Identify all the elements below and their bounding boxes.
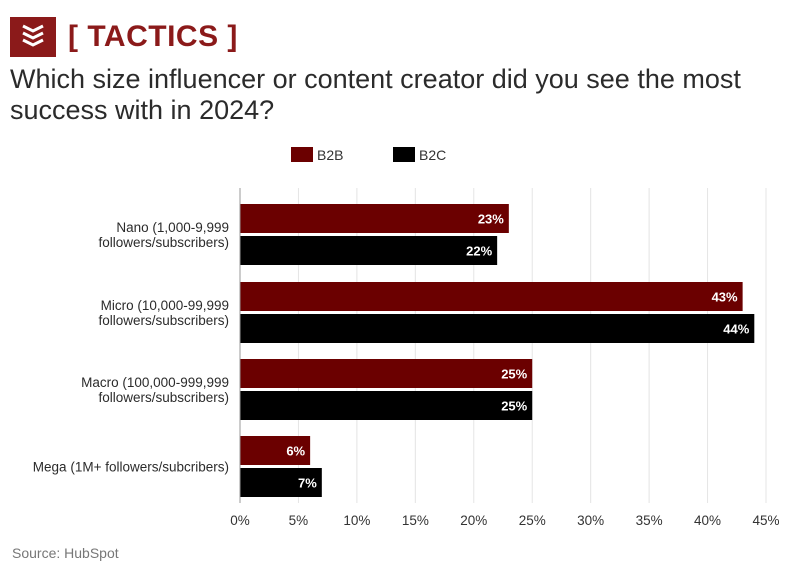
category-label: Nano (1,000-9,999 followers/subscribers) xyxy=(98,220,229,250)
x-tick-label: 40% xyxy=(694,513,721,528)
x-tick-label: 20% xyxy=(460,513,487,528)
category-label: Micro (10,000-99,999 followers/subscriber… xyxy=(98,298,229,328)
data-label: 25% xyxy=(501,399,527,414)
category-label-line: Macro (100,000-999,999 xyxy=(81,375,229,390)
chart-question-title: Which size influencer or content creator… xyxy=(10,64,741,125)
x-tick-label: 15% xyxy=(402,513,429,528)
bar-b2b xyxy=(240,282,743,311)
source-note: Source: HubSpot xyxy=(12,545,119,561)
x-tick-label: 30% xyxy=(577,513,604,528)
x-tick-label: 35% xyxy=(636,513,663,528)
bar-b2c xyxy=(240,468,322,497)
legend-label-b2b: B2B xyxy=(317,147,343,163)
x-tick-label: 45% xyxy=(752,513,779,528)
x-tick-label: 10% xyxy=(343,513,370,528)
category-label-line: followers/subscribers) xyxy=(98,390,229,405)
bar-b2b xyxy=(240,359,533,388)
logo xyxy=(10,17,56,57)
legend-swatch-b2b xyxy=(291,147,313,162)
data-label: 22% xyxy=(466,244,492,259)
data-label: 43% xyxy=(712,290,738,305)
stacked-chevrons-icon xyxy=(20,22,46,53)
bar-b2c xyxy=(240,314,755,343)
x-tick-label: 5% xyxy=(289,513,309,528)
data-label: 6% xyxy=(286,444,305,459)
x-tick-label: 25% xyxy=(519,513,546,528)
data-label: 23% xyxy=(478,212,504,227)
category-label-line: followers/subscribers) xyxy=(98,313,229,328)
category-label: Mega (1M+ followers/subcribers) xyxy=(33,460,229,475)
data-label: 7% xyxy=(298,476,317,491)
category-label-line: Mega (1M+ followers/subcribers) xyxy=(33,460,229,475)
category-label-line: Nano (1,000-9,999 xyxy=(116,220,229,235)
category-label-line: followers/subscribers) xyxy=(98,235,229,250)
legend-label-b2c: B2C xyxy=(419,147,446,163)
category-label: Macro (100,000-999,999 followers/subscrib… xyxy=(81,375,229,405)
bar-b2c xyxy=(240,236,498,265)
data-label: 44% xyxy=(723,322,749,337)
category-label-line: Micro (10,000-99,999 xyxy=(101,298,229,313)
bar-b2b xyxy=(240,204,509,233)
bar-b2b xyxy=(240,436,311,465)
legend-swatch-b2c xyxy=(393,147,415,162)
section-tag: [ TACTICS ] xyxy=(68,20,238,53)
data-label: 25% xyxy=(501,367,527,382)
header: [ TACTICS ] xyxy=(10,17,238,57)
bar-b2c xyxy=(240,391,533,420)
x-tick-label: 0% xyxy=(230,513,250,528)
